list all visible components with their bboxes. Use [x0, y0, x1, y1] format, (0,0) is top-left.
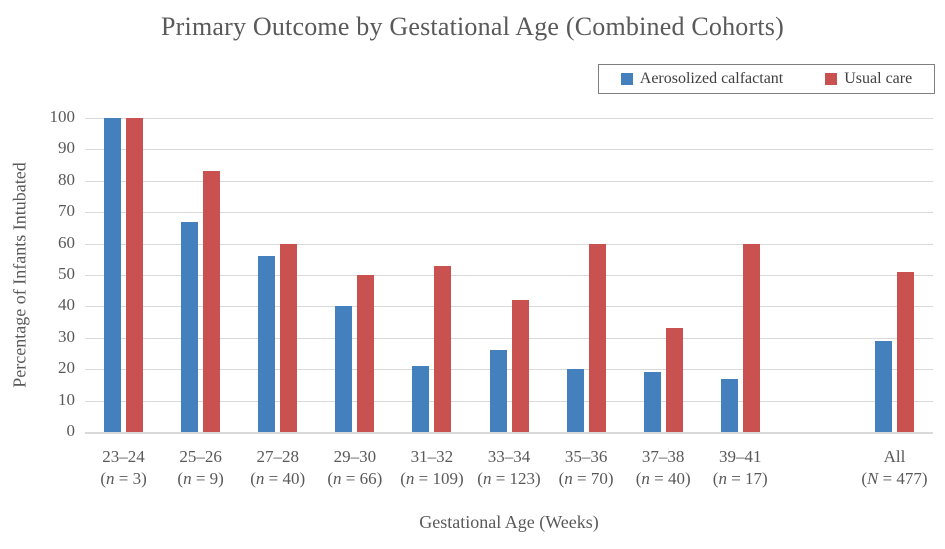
legend-swatch-usual-care	[825, 73, 838, 85]
gridline-30	[85, 337, 933, 339]
chart-title: Primary Outcome by Gestational Age (Comb…	[161, 12, 784, 41]
category-range-label: 33–34	[487, 447, 531, 466]
bar-aerosolized-calfactant-39-41	[720, 378, 738, 432]
plot-area: 0 10 20 30 40 50 60 70 80 90 100 23–24 (n = 3) 25–26 (…	[50, 107, 933, 488]
category-n-label: (n = 66)	[327, 469, 383, 488]
bar-usual-care-23-24	[126, 118, 144, 432]
category-n-label: (n = 3)	[100, 469, 147, 488]
category-range-label: 37–38	[641, 447, 685, 466]
bar-usual-care-all	[896, 271, 914, 432]
y-tick-label-90: 90	[58, 138, 75, 158]
x-axis-title: Gestational Age (Weeks)	[419, 512, 599, 532]
x-category-label-29-30: 29–30 (n = 66)	[285, 446, 425, 490]
legend-item-aerosolized-calfactant: Aerosolized calfactant	[620, 70, 784, 88]
bar-aerosolized-calfactant-31-32	[412, 366, 430, 432]
bar-usual-care-25-26	[203, 171, 221, 432]
bar-usual-care-31-32	[434, 265, 452, 432]
x-category-label-39-41: 39–41 (n = 17)	[670, 446, 810, 490]
y-tick-label-50: 50	[58, 264, 75, 283]
bar-aerosolized-calfactant-37-38	[643, 372, 661, 432]
x-category-label-all: All (N = 477)	[824, 446, 945, 490]
bar-aerosolized-calfactant-23-24	[104, 118, 122, 432]
y-tick-label-80: 80	[58, 169, 75, 189]
category-n-label: (n = 9)	[177, 469, 224, 488]
bar-aerosolized-calfactant-27-28	[258, 256, 276, 432]
y-tick-label-100: 100	[49, 107, 76, 126]
legend-swatch-aerosolized-calfactant	[620, 73, 633, 85]
category-range-label: 31–32	[410, 447, 454, 466]
bar-usual-care-35-36	[588, 243, 606, 432]
bar-usual-care-33-34	[511, 300, 529, 432]
category-n-label: (n = 109)	[400, 469, 464, 488]
y-tick-label-20: 20	[58, 358, 75, 378]
category-n-label: (n = 40)	[635, 469, 691, 488]
bar-usual-care-29-30	[357, 275, 375, 432]
x-category-label-37-38: 37–38 (n = 40)	[593, 446, 733, 490]
legend: Aerosolized calfactant Usual care	[598, 64, 935, 94]
category-n-label: (n = 17)	[712, 469, 768, 488]
y-tick-label-60: 60	[58, 232, 75, 252]
gridline-50	[85, 275, 933, 276]
category-n-label: (n = 40)	[250, 469, 306, 488]
y-tick-label-30: 30	[58, 326, 75, 346]
y-tick-label-40: 40	[58, 295, 75, 315]
bar-usual-care-39-41	[742, 243, 760, 432]
y-tick-label-70: 70	[58, 201, 75, 221]
y-axis-title: Percentage of Infants Intubated	[9, 162, 30, 388]
x-category-label-31-32: 31–32 (n = 109)	[362, 446, 502, 490]
gridline-20	[85, 369, 933, 371]
x-category-label-25-26: 25–26 (n = 9)	[131, 446, 271, 490]
gridline-70	[85, 212, 933, 214]
gridline-60	[85, 243, 933, 245]
bar-aerosolized-calfactant-33-34	[489, 350, 507, 432]
category-range-label: 39–41	[719, 447, 762, 466]
bar-aerosolized-calfactant-35-36	[566, 369, 584, 432]
x-category-label-35-36: 35–36 (n = 70)	[516, 446, 656, 490]
bar-aerosolized-calfactant-29-30	[335, 306, 353, 432]
legend-label: Usual care	[844, 70, 913, 87]
category-range-label: 35–36	[564, 447, 608, 466]
x-category-label-23-24: 23–24 (n = 3)	[54, 446, 194, 490]
category-range-label: 23–24	[102, 447, 145, 466]
category-range-label: 25–26	[179, 447, 222, 466]
gridline-100	[85, 118, 933, 119]
category-n-label: (n = 70)	[558, 469, 614, 488]
y-tick-label-0: 0	[66, 421, 76, 440]
x-category-label-33-34: 33–34 (n = 123)	[439, 446, 579, 490]
category-n-label: (n = 123)	[477, 469, 541, 488]
gridline-80	[85, 180, 933, 182]
bar-aerosolized-calfactant-all	[874, 340, 892, 432]
gridline-40	[85, 306, 933, 308]
y-tick-label-10: 10	[58, 389, 75, 409]
bar-aerosolized-calfactant-25-26	[181, 221, 199, 432]
bar-usual-care-37-38	[665, 328, 683, 432]
legend-label: Aerosolized calfactant	[639, 70, 784, 87]
category-range-label: 29–30	[333, 447, 377, 466]
bar-usual-care-27-28	[280, 243, 298, 432]
legend-item-usual-care: Usual care	[825, 70, 912, 88]
gridline-10	[85, 400, 933, 402]
category-n-label: (N = 477)	[861, 469, 928, 488]
category-range-label: 27–28	[256, 447, 299, 466]
x-category-label-27-28: 27–28 (n = 40)	[208, 446, 348, 490]
gridline-90	[85, 149, 933, 151]
category-range-label: All	[883, 447, 906, 466]
